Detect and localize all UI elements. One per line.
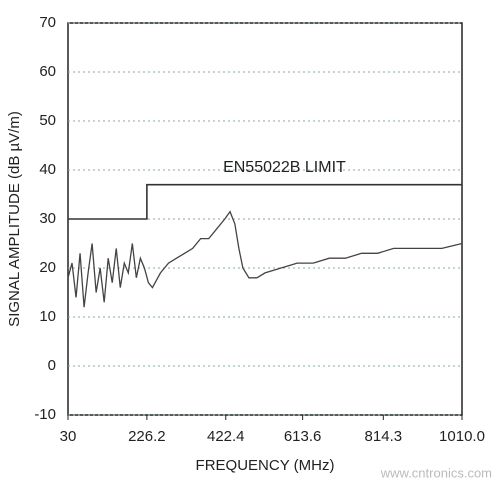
y-tick-label: 30: [39, 210, 56, 227]
y-tick-label: 10: [39, 308, 56, 325]
y-tick-label: -10: [34, 406, 56, 423]
y-tick-label: 20: [39, 259, 56, 276]
y-tick-label: 70: [39, 14, 56, 31]
x-tick-label: 613.6: [284, 428, 322, 445]
x-tick-label: 814.3: [365, 428, 403, 445]
y-axis-label: SIGNAL AMPLITUDE (dB µV/m): [6, 111, 23, 327]
x-tick-label: 1010.0: [439, 428, 485, 445]
x-axis-label: FREQUENCY (MHz): [196, 457, 335, 474]
y-tick-label: 0: [48, 357, 56, 374]
y-tick-label: 50: [39, 112, 56, 129]
y-tick-label: 60: [39, 63, 56, 80]
watermark: www.cntronics.com: [380, 465, 492, 480]
x-tick-label: 226.2: [128, 428, 166, 445]
y-tick-label: 40: [39, 161, 56, 178]
series-line: [68, 183, 462, 220]
x-tick-label: 422.4: [207, 428, 245, 445]
series-line: [67, 210, 463, 308]
series-label: EN55022B LIMIT: [223, 159, 346, 176]
x-tick-label: 30: [60, 428, 77, 445]
